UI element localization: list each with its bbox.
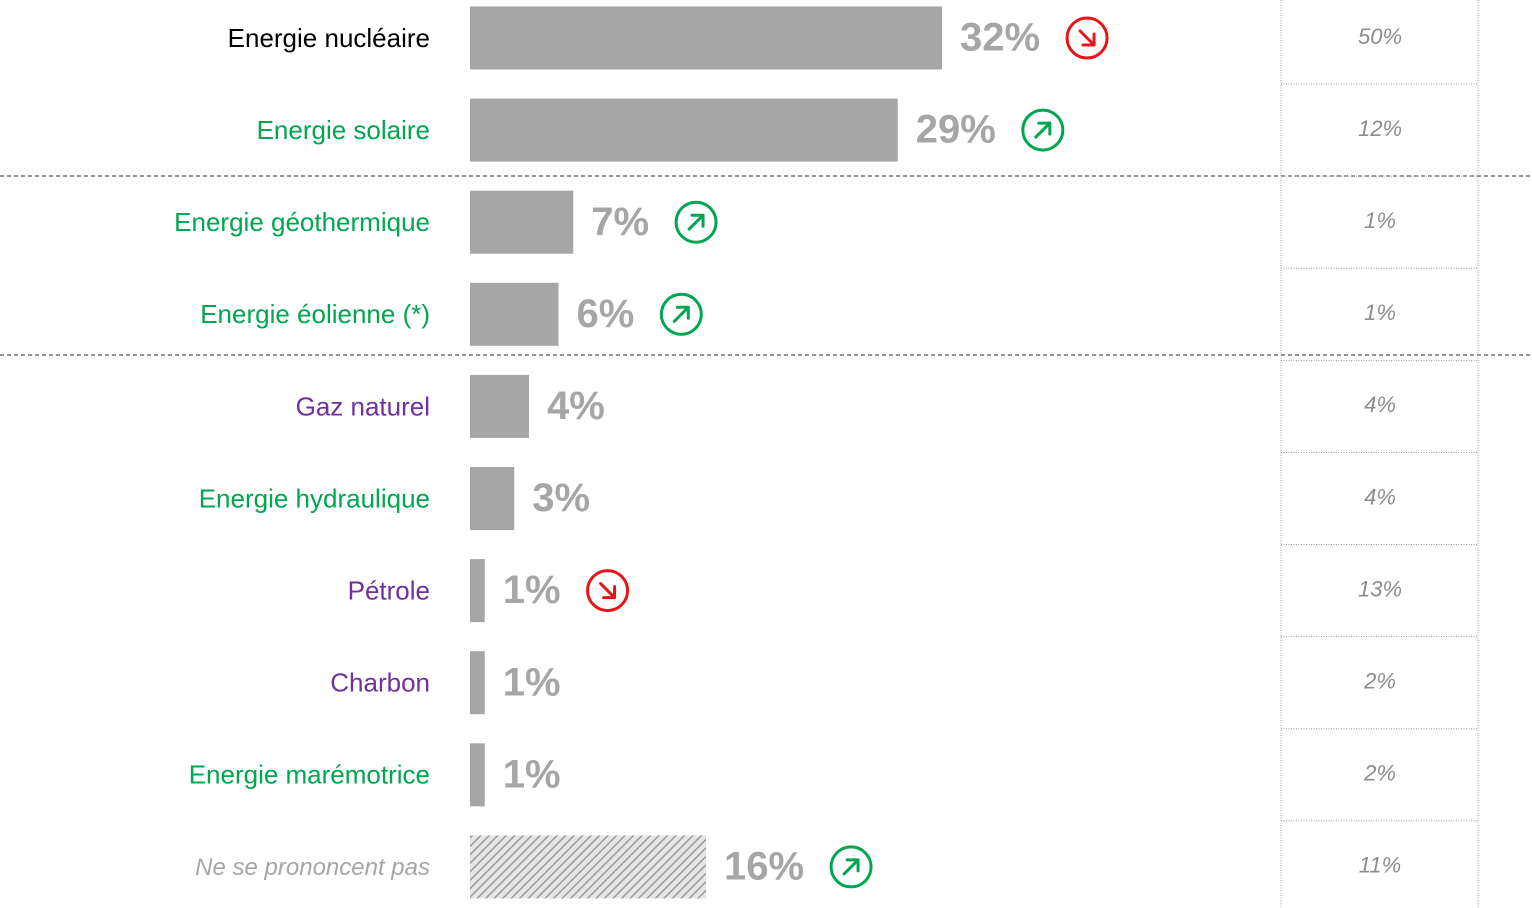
trend-icon	[674, 200, 718, 244]
trend-icon	[1065, 16, 1109, 60]
trend-icon	[829, 845, 873, 889]
trend-icon	[586, 569, 630, 613]
category-label: Energie nucléaire	[228, 23, 430, 53]
value-label: 1%	[503, 660, 561, 704]
trend-circle	[1065, 16, 1109, 60]
comparison-value: 4%	[1364, 484, 1396, 509]
trend-circle	[659, 292, 703, 336]
value-label: 4%	[547, 384, 605, 428]
bar	[470, 374, 529, 438]
separators	[0, 175, 1532, 356]
bar	[470, 6, 942, 70]
trend-circle	[829, 845, 873, 889]
comparison-value: 13%	[1358, 576, 1402, 601]
bar	[470, 835, 706, 899]
comparison-value: 11%	[1359, 853, 1401, 878]
category-label: Energie éolienne (*)	[200, 299, 430, 329]
bar	[470, 190, 574, 254]
category-label: Pétrole	[348, 575, 430, 605]
category-label: Charbon	[330, 668, 430, 698]
value-label: 16%	[724, 844, 804, 888]
trend-circle	[674, 200, 718, 244]
trend-arrow	[672, 305, 690, 323]
trend-arrow	[599, 582, 617, 600]
comparison-value: 2%	[1363, 669, 1396, 694]
category-label: Ne se prononcent pas	[195, 854, 430, 881]
value-label: 6%	[577, 292, 635, 336]
bar	[470, 282, 559, 346]
trend-arrow	[1078, 29, 1096, 47]
trend-arrow	[842, 858, 860, 876]
trend-arrow	[1034, 121, 1052, 139]
category-label: Energie hydraulique	[199, 483, 430, 513]
comparison-value: 12%	[1358, 116, 1402, 141]
category-label: Energie géothermique	[174, 207, 430, 237]
bar	[470, 559, 485, 623]
value-label: 29%	[916, 108, 996, 152]
comparison-value: 50%	[1358, 24, 1402, 49]
trend-arrow	[687, 213, 705, 231]
comparison-value: 4%	[1364, 392, 1396, 417]
bar	[470, 98, 898, 162]
comparison-value: 1%	[1364, 300, 1396, 325]
category-label: Energie solaire	[257, 115, 430, 145]
trend-icon	[659, 292, 703, 336]
category-label: Energie marémotrice	[189, 760, 430, 790]
value-label: 3%	[532, 476, 590, 520]
comparison-value: 1%	[1364, 208, 1396, 233]
value-label: 32%	[960, 16, 1040, 60]
trend-circle	[1021, 108, 1065, 152]
bar	[470, 743, 485, 807]
category-label: Gaz naturel	[296, 391, 430, 421]
value-label: 1%	[503, 752, 561, 796]
bar	[470, 467, 515, 530]
comparison-value: 2%	[1363, 761, 1396, 786]
value-label: 1%	[503, 568, 561, 612]
value-label: 7%	[591, 200, 649, 244]
trend-icon	[1021, 108, 1065, 152]
bar	[470, 651, 485, 715]
trend-circle	[586, 569, 630, 613]
